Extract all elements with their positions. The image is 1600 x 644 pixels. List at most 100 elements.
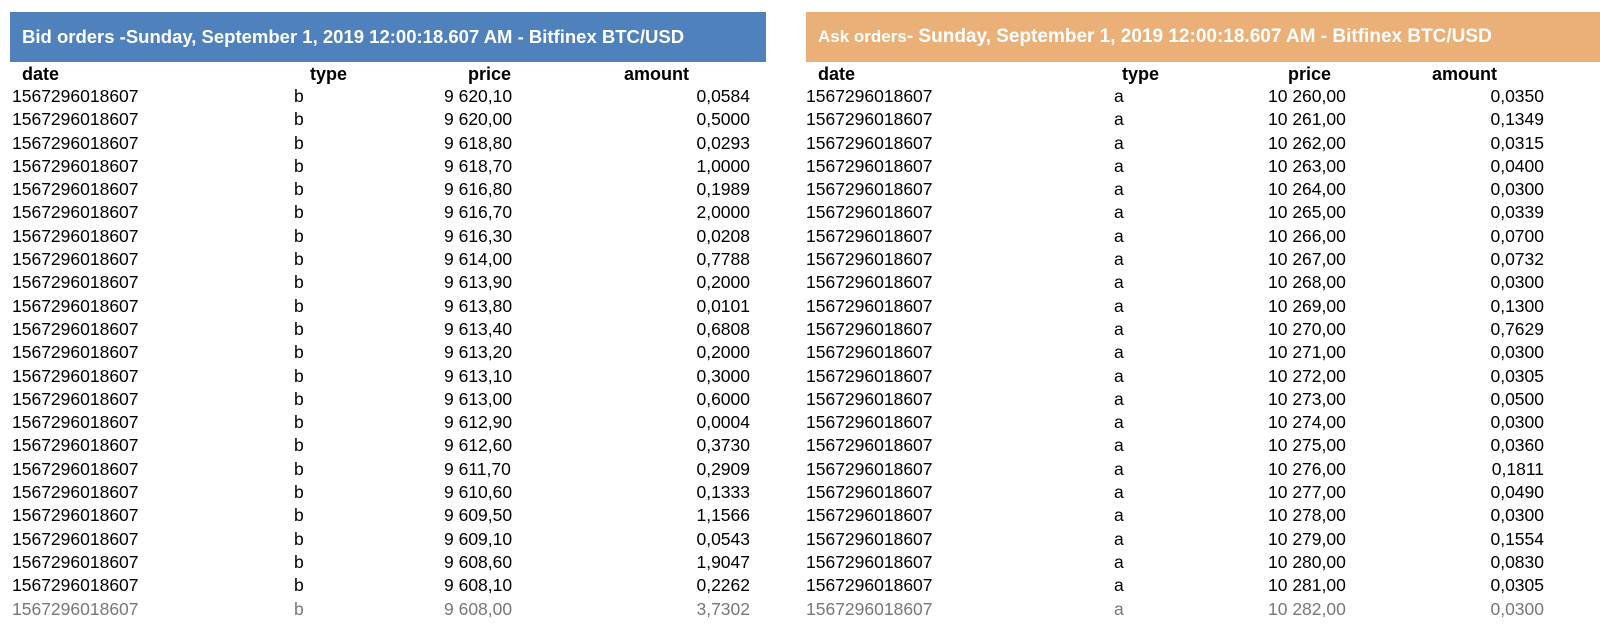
ask-cell-price: 10 264,00: [1268, 179, 1346, 200]
bid-table-row: 1567296018607 b 9 608,00 3,7302: [10, 598, 766, 621]
ask-table-row: 1567296018607 a 10 281,00 0,0305: [806, 574, 1600, 597]
bid-cell-price: 9 616,70: [444, 202, 513, 223]
bid-cell-price: 9 613,10: [444, 365, 513, 386]
bid-cell-type: b: [294, 598, 304, 619]
ask-cell-price: 10 273,00: [1268, 388, 1346, 409]
ask-table-row: 1567296018607 a 10 276,00 0,1811: [806, 458, 1600, 481]
ask-cell-price: 10 281,00: [1268, 575, 1346, 596]
bid-cell-date: 1567296018607: [12, 388, 139, 409]
bid-cell-date: 1567296018607: [12, 225, 139, 246]
ask-cell-date: 1567296018607: [806, 505, 933, 526]
bid-cell-price: 9 618,70: [444, 155, 513, 176]
ask-cell-type: a: [1114, 179, 1124, 200]
ask-table-row: 1567296018607 a 10 282,00 0,0300: [806, 598, 1600, 621]
ask-cell-price: 10 275,00: [1268, 435, 1346, 456]
bid-cell-type: b: [294, 155, 304, 176]
bid-cell-amount: 3,7302: [696, 598, 750, 619]
bid-cell-type: b: [294, 179, 304, 200]
ask-cell-date: 1567296018607: [806, 179, 933, 200]
ask-cell-type: a: [1114, 388, 1124, 409]
ask-cell-amount: 0,0350: [1490, 86, 1544, 106]
bid-header-type: type: [310, 64, 348, 84]
ask-cell-price: 10 262,00: [1268, 132, 1346, 153]
bid-orders-table: date type price amount 1567296018607 b 9 6…: [10, 64, 766, 621]
bid-cell-amount: 0,2000: [696, 342, 750, 363]
ask-table-body: 1567296018607 a 10 260,00 0,0350 15672960186…: [806, 85, 1600, 621]
bid-cell-price: 9 613,90: [444, 272, 513, 293]
bid-cell-type: b: [294, 551, 304, 572]
bid-cell-amount: 0,0004: [696, 412, 750, 433]
ask-orders-table: date type price amount 1567296018607 a 10 …: [806, 64, 1600, 621]
bid-table-header: date type price amount: [10, 64, 766, 85]
ask-cell-date: 1567296018607: [806, 458, 933, 479]
ask-orders-title-rest: - Sunday, September 1, 2019 12:00:18.607…: [906, 26, 1492, 47]
ask-cell-type: a: [1114, 598, 1124, 619]
bid-cell-type: b: [294, 412, 304, 433]
ask-cell-amount: 0,1349: [1490, 109, 1544, 130]
ask-cell-price: 10 267,00: [1268, 249, 1346, 270]
ask-header-date: date: [818, 64, 856, 84]
ask-table-row: 1567296018607 a 10 267,00 0,0732: [806, 248, 1600, 271]
ask-table-row: 1567296018607 a 10 262,00 0,0315: [806, 132, 1600, 155]
ask-cell-price: 10 272,00: [1268, 365, 1346, 386]
ask-cell-type: a: [1114, 295, 1124, 316]
ask-cell-price: 10 274,00: [1268, 412, 1346, 433]
ask-table-row: 1567296018607 a 10 264,00 0,0300: [806, 178, 1600, 201]
ask-cell-amount: 0,0700: [1490, 225, 1544, 246]
ask-cell-amount: 0,0300: [1490, 342, 1544, 363]
ask-table-row: 1567296018607 a 10 278,00 0,0300: [806, 504, 1600, 527]
ask-orders-panel: Ask orders - Sunday, September 1, 2019 1…: [806, 12, 1600, 621]
bid-cell-price: 9 608,10: [444, 575, 513, 596]
ask-cell-type: a: [1114, 342, 1124, 363]
ask-cell-amount: 0,0300: [1490, 505, 1544, 526]
ask-cell-type: a: [1114, 412, 1124, 433]
bid-cell-type: b: [294, 435, 304, 456]
ask-cell-type: a: [1114, 202, 1124, 223]
bid-table-row: 1567296018607 b 9 612,90 0,0004: [10, 411, 766, 434]
ask-cell-date: 1567296018607: [806, 109, 933, 130]
ask-orders-title-prefix: Ask orders: [818, 27, 907, 46]
bid-orders-title-prefix: Bid orders -: [22, 26, 126, 47]
ask-cell-price: 10 266,00: [1268, 225, 1346, 246]
bid-cell-type: b: [294, 249, 304, 270]
bid-cell-price: 9 613,00: [444, 388, 513, 409]
bid-cell-type: b: [294, 482, 304, 503]
ask-cell-price: 10 263,00: [1268, 155, 1346, 176]
bid-cell-price: 9 620,00: [444, 109, 513, 130]
bid-table-row: 1567296018607 b 9 610,60 0,1333: [10, 481, 766, 504]
bid-table-row: 1567296018607 b 9 613,10 0,3000: [10, 365, 766, 388]
ask-cell-amount: 0,0500: [1490, 388, 1544, 409]
bid-table-row: 1567296018607 b 9 616,80 0,1989: [10, 178, 766, 201]
bid-table-row: 1567296018607 b 9 616,30 0,0208: [10, 225, 766, 248]
ask-table-header: date type price amount: [806, 64, 1600, 85]
bid-cell-date: 1567296018607: [12, 155, 139, 176]
ask-cell-price: 10 277,00: [1268, 482, 1346, 503]
bid-table-row: 1567296018607 b 9 612,60 0,3730: [10, 434, 766, 457]
bid-cell-price: 9 618,80: [444, 132, 513, 153]
bid-cell-amount: 0,3000: [696, 365, 750, 386]
ask-cell-date: 1567296018607: [806, 272, 933, 293]
ask-cell-type: a: [1114, 551, 1124, 572]
ask-cell-type: a: [1114, 109, 1124, 130]
ask-cell-price: 10 282,00: [1268, 598, 1346, 619]
bid-cell-type: b: [294, 318, 304, 339]
bid-cell-price: 9 616,30: [444, 225, 513, 246]
bid-cell-price: 9 613,40: [444, 318, 513, 339]
ask-table-row: 1567296018607 a 10 275,00 0,0360: [806, 434, 1600, 457]
bid-cell-date: 1567296018607: [12, 458, 139, 479]
ask-cell-amount: 0,0305: [1490, 575, 1544, 596]
bid-cell-date: 1567296018607: [12, 575, 139, 596]
ask-cell-type: a: [1114, 505, 1124, 526]
ask-cell-amount: 0,0315: [1490, 132, 1544, 153]
ask-cell-price: 10 271,00: [1268, 342, 1346, 363]
ask-cell-price: 10 278,00: [1268, 505, 1346, 526]
bid-table-row: 1567296018607 b 9 620,10 0,0584: [10, 85, 766, 108]
bid-cell-date: 1567296018607: [12, 109, 139, 130]
ask-cell-amount: 0,0830: [1490, 551, 1544, 572]
ask-cell-price: 10 280,00: [1268, 551, 1346, 572]
bid-cell-type: b: [294, 458, 304, 479]
bid-cell-price: 9 620,10: [444, 86, 513, 106]
ask-table-row: 1567296018607 a 10 279,00 0,1554: [806, 528, 1600, 551]
ask-table-row: 1567296018607 a 10 268,00 0,0300: [806, 271, 1600, 294]
bid-cell-date: 1567296018607: [12, 598, 139, 619]
